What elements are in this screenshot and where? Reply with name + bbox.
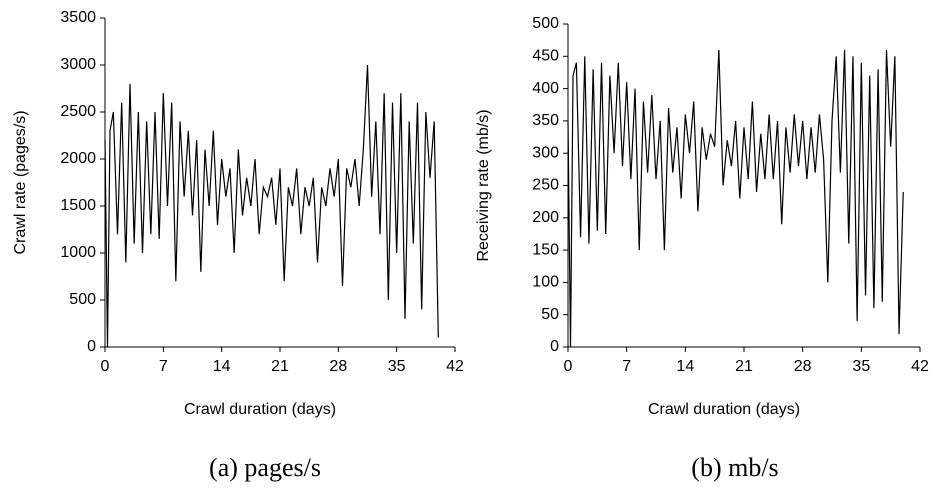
x-tick-label: 21	[735, 358, 753, 375]
data-line	[104, 64, 439, 348]
y-tick-label: 500	[532, 15, 559, 32]
y-tick-label: 50	[541, 306, 559, 323]
x-tick-label: 7	[622, 358, 631, 375]
x-tick-label: 28	[794, 358, 812, 375]
y-axis-label: Crawl rate (pages/s)	[12, 110, 29, 254]
y-tick-label: 300	[532, 144, 559, 161]
x-tick-label: 14	[676, 358, 694, 375]
y-axis-label: Receiving rate (mb/s)	[475, 109, 492, 261]
x-tick-label: 42	[446, 358, 464, 375]
y-tick-label: 0	[87, 338, 96, 355]
x-tick-label: 42	[911, 358, 929, 375]
x-tick-label: 0	[564, 358, 573, 375]
y-tick-label: 3000	[60, 56, 96, 73]
x-tick-label: 14	[213, 358, 231, 375]
y-tick-label: 1000	[60, 244, 96, 261]
y-tick-label: 0	[550, 338, 559, 355]
y-tick-label: 400	[532, 80, 559, 97]
caption: (b) mb/s	[691, 453, 778, 482]
data-line	[567, 49, 904, 348]
y-tick-label: 350	[532, 112, 559, 129]
y-tick-label: 1500	[60, 197, 96, 214]
y-tick-label: 100	[532, 274, 559, 291]
y-tick-label: 2000	[60, 150, 96, 167]
caption: (a) pages/s	[209, 453, 321, 482]
y-tick-label: 150	[532, 241, 559, 258]
y-tick-label: 450	[532, 48, 559, 65]
x-tick-label: 28	[329, 358, 347, 375]
x-tick-label: 7	[159, 358, 168, 375]
x-axis-label: Crawl duration (days)	[184, 401, 336, 418]
x-tick-label: 0	[101, 358, 110, 375]
x-axis-label: Crawl duration (days)	[648, 401, 800, 418]
y-tick-label: 2500	[60, 103, 96, 120]
x-tick-label: 21	[271, 358, 289, 375]
y-tick-label: 200	[532, 209, 559, 226]
x-tick-label: 35	[388, 358, 406, 375]
y-tick-label: 500	[69, 291, 96, 308]
y-tick-label: 3500	[60, 9, 96, 26]
x-tick-label: 35	[852, 358, 870, 375]
y-tick-label: 250	[532, 177, 559, 194]
